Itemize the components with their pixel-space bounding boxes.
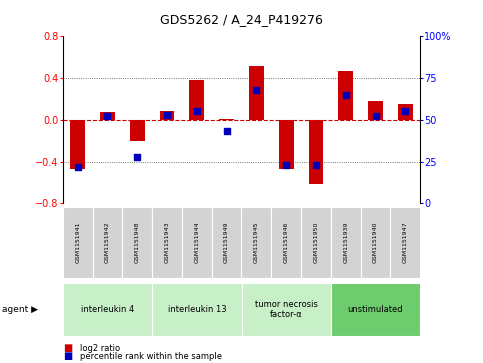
Text: GSM1151943: GSM1151943 [165, 221, 170, 263]
Text: GSM1151946: GSM1151946 [284, 221, 289, 263]
Text: GSM1151948: GSM1151948 [135, 221, 140, 263]
Text: unstimulated: unstimulated [348, 305, 403, 314]
Bar [279, 120, 294, 169]
Bar [70, 120, 85, 169]
Bar [309, 120, 324, 184]
Text: ■: ■ [63, 351, 72, 361]
Point [401, 109, 409, 114]
Point [163, 112, 171, 118]
Text: GSM1151945: GSM1151945 [254, 221, 259, 263]
Text: GSM1151947: GSM1151947 [403, 221, 408, 263]
Text: interleukin 13: interleukin 13 [168, 305, 226, 314]
Text: GSM1151939: GSM1151939 [343, 221, 348, 263]
Text: GSM1151944: GSM1151944 [194, 221, 199, 263]
Text: ■: ■ [63, 343, 72, 353]
Text: GSM1151950: GSM1151950 [313, 222, 318, 263]
Text: GSM1151941: GSM1151941 [75, 221, 80, 263]
Point [223, 129, 230, 134]
Point [282, 162, 290, 168]
Point [104, 114, 112, 119]
Text: tumor necrosis
factor-α: tumor necrosis factor-α [255, 300, 318, 319]
Bar [189, 80, 204, 120]
Bar [159, 111, 174, 120]
Bar [398, 104, 413, 120]
Text: interleukin 4: interleukin 4 [81, 305, 134, 314]
Point [74, 164, 82, 170]
Text: log2 ratio: log2 ratio [80, 344, 120, 353]
Bar [368, 101, 383, 120]
Point [253, 87, 260, 93]
Bar [338, 71, 353, 120]
Point [133, 154, 141, 159]
Text: percentile rank within the sample: percentile rank within the sample [80, 352, 222, 361]
Bar [219, 119, 234, 120]
Text: GSM1151940: GSM1151940 [373, 221, 378, 263]
Point [312, 162, 320, 168]
Point [342, 92, 350, 98]
Point [193, 109, 201, 114]
Bar [249, 65, 264, 120]
Text: agent ▶: agent ▶ [2, 305, 39, 314]
Point [372, 114, 380, 119]
Bar [100, 113, 115, 120]
Text: GSM1151949: GSM1151949 [224, 221, 229, 263]
Text: GDS5262 / A_24_P419276: GDS5262 / A_24_P419276 [160, 13, 323, 26]
Text: GSM1151942: GSM1151942 [105, 221, 110, 263]
Bar [130, 120, 145, 141]
